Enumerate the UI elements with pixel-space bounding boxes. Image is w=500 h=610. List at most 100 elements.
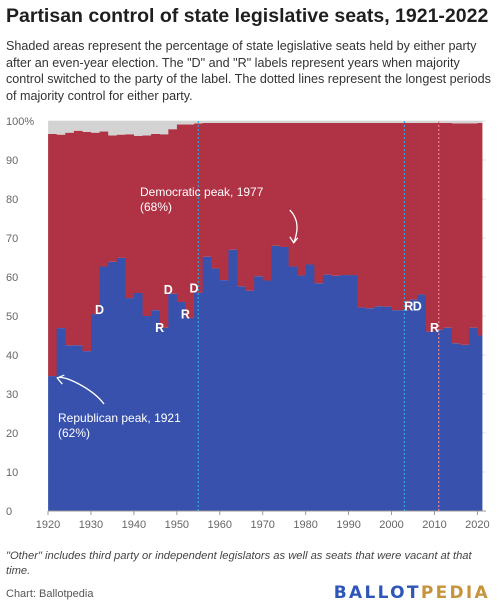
- bar-other-1951: [176, 121, 187, 125]
- bar-democratic-1957: [202, 256, 212, 511]
- x-tick-label: 2000: [379, 519, 403, 531]
- bar-other-1933: [99, 121, 109, 132]
- bar-democratic-1993: [357, 307, 367, 511]
- x-tick-label: 1930: [79, 519, 103, 531]
- bar-other-1989: [340, 121, 350, 123]
- bar-republican-2001: [391, 122, 401, 311]
- bar-other-1957: [202, 121, 212, 123]
- bar-republican-1949: [168, 129, 178, 294]
- bar-other-1925: [65, 121, 75, 133]
- bar-republican-1945: [151, 133, 161, 311]
- bar-democratic-1963: [228, 249, 238, 511]
- bar-democratic-1985: [322, 274, 333, 511]
- bar-republican-1963: [228, 122, 238, 250]
- axes: 0 10 20 30 40 50 60 70 80 90 100% 1920 1930 1940 1950 1…: [6, 116, 490, 531]
- bar-democratic-1991: [348, 275, 358, 511]
- bar-other-2009: [425, 121, 436, 123]
- y-tick-label: 10: [6, 467, 18, 479]
- bar-democratic-1939: [125, 298, 135, 511]
- bar-other-1979: [297, 121, 307, 123]
- bar-other-1973: [271, 121, 281, 123]
- bar-republican-1933: [99, 131, 109, 267]
- bar-republican-1931: [91, 132, 101, 315]
- bar-republican-2005: [408, 122, 418, 300]
- chart: 0 10 20 30 40 50 60 70 80 90 100% 1920 1930 1940 1950 1…: [6, 116, 490, 531]
- x-tick-label: 1940: [122, 519, 146, 531]
- bar-democratic-1971: [262, 280, 272, 511]
- bar-democratic-2001: [391, 310, 401, 511]
- bar-other-1999: [383, 121, 393, 123]
- x-tick-label: 1920: [36, 519, 60, 531]
- y-tick-label: 30: [6, 389, 18, 401]
- bar-other-1923: [56, 121, 66, 135]
- bar-other-1929: [82, 121, 92, 132]
- bar-republican-1965: [237, 122, 247, 287]
- bar-other-1967: [245, 121, 255, 123]
- bar-other-1985: [322, 121, 333, 123]
- x-tick-label: 1980: [293, 519, 317, 531]
- bar-other-1959: [211, 121, 221, 123]
- y-tick-label: 80: [6, 194, 18, 206]
- bar-democratic-1935: [108, 261, 118, 511]
- bar-republican-1995: [365, 122, 376, 309]
- bar-democratic-1979: [297, 275, 307, 511]
- bar-other-1949: [168, 121, 178, 130]
- bar-democratic-2009: [425, 331, 436, 511]
- bar-republican-1943: [142, 135, 152, 316]
- arrowhead-republican-peak: [56, 374, 65, 385]
- bar-other-1921: [48, 121, 58, 134]
- switch-label-d: D: [413, 300, 422, 314]
- bar-republican-1997: [374, 122, 384, 307]
- x-tick-label: 1990: [336, 519, 360, 531]
- bar-republican-1983: [314, 122, 324, 284]
- annotation-republican-peak-line: Republican peak, 1921: [58, 411, 181, 425]
- y-tick-label: 50: [6, 311, 18, 323]
- bar-republican-2003: [400, 122, 410, 311]
- bar-other-1943: [142, 121, 152, 136]
- chart-source: Chart: Ballotpedia: [6, 588, 94, 600]
- annotation-republican-peak-line: (62%): [58, 426, 90, 440]
- logo-part-ballot: BALLOT: [333, 583, 421, 603]
- switch-label-r: R: [155, 321, 164, 335]
- bar-republican-1937: [116, 134, 126, 258]
- x-tick-label: 2010: [422, 519, 446, 531]
- y-tick-label: 40: [6, 350, 18, 362]
- bar-democratic-1973: [271, 245, 281, 512]
- bar-republican-1969: [254, 122, 264, 277]
- bar-democratic-1951: [176, 301, 187, 511]
- bar-republican-2015: [451, 123, 461, 344]
- bar-other-1931: [91, 121, 101, 133]
- y-tick-label: 70: [6, 233, 18, 245]
- bar-democratic-2019: [468, 327, 479, 511]
- switch-label-d: D: [95, 303, 104, 317]
- ballotpedia-logo[interactable]: BALLOTPEDIA: [334, 583, 490, 603]
- bar-other-2021: [477, 121, 483, 123]
- bar-other-1977: [288, 121, 298, 123]
- bar-democratic-1959: [211, 268, 221, 511]
- bar-republican-2019: [468, 123, 479, 328]
- bar-republican-1929: [82, 131, 92, 352]
- bar-republican-2007: [417, 122, 427, 295]
- switch-label-d: D: [189, 282, 198, 296]
- bar-democratic-2005: [408, 299, 418, 511]
- stacked-bars: [48, 121, 483, 512]
- bar-democratic-1975: [279, 246, 290, 511]
- bar-republican-1967: [245, 122, 255, 291]
- x-tick-label: 1970: [250, 519, 274, 531]
- bar-republican-1973: [271, 122, 281, 246]
- bar-democratic-1989: [340, 275, 350, 511]
- bar-republican-1959: [211, 122, 221, 269]
- bar-democratic-1981: [305, 264, 315, 511]
- bar-republican-1961: [219, 122, 230, 281]
- bar-republican-1951: [176, 124, 187, 302]
- bar-other-1939: [125, 121, 135, 135]
- bar-democratic-1941: [133, 292, 144, 511]
- bar-republican-1921: [48, 133, 58, 377]
- bar-democratic-1933: [99, 266, 109, 511]
- footnote: "Other" includes third party or independ…: [6, 550, 472, 577]
- bar-democratic-1921: [48, 376, 58, 511]
- bar-democratic-1923: [56, 328, 66, 511]
- bar-other-1993: [357, 121, 367, 123]
- bar-republican-1957: [202, 122, 212, 257]
- bar-republican-1923: [56, 134, 66, 329]
